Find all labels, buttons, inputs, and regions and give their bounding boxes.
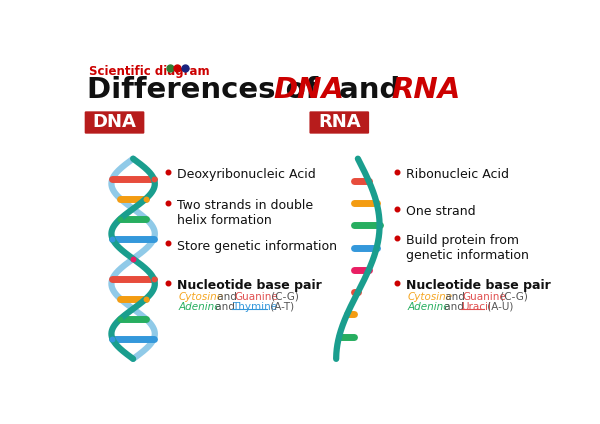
Text: Deoxyribonucleic Acid: Deoxyribonucleic Acid: [178, 168, 316, 181]
Text: Guanine: Guanine: [463, 292, 506, 302]
Text: Nucleotide base pair: Nucleotide base pair: [406, 279, 551, 292]
Text: Adenine: Adenine: [179, 302, 221, 312]
Text: (C-G): (C-G): [268, 292, 299, 302]
Text: Store genetic information: Store genetic information: [178, 240, 337, 253]
Text: DNA: DNA: [274, 76, 344, 104]
Text: Differences of: Differences of: [86, 76, 328, 104]
FancyBboxPatch shape: [85, 112, 145, 134]
Text: One strand: One strand: [406, 205, 476, 218]
Text: Uracil: Uracil: [461, 302, 491, 312]
Text: (A-T): (A-T): [267, 302, 294, 312]
Text: Build protein from
genetic information: Build protein from genetic information: [406, 234, 529, 262]
Text: RNA: RNA: [392, 76, 461, 104]
Text: Two strands in double
helix formation: Two strands in double helix formation: [178, 199, 313, 228]
Text: DNA: DNA: [92, 114, 136, 131]
Text: Nucleotide base pair: Nucleotide base pair: [178, 279, 322, 292]
Text: RNA: RNA: [318, 114, 361, 131]
Text: Ribonucleic Acid: Ribonucleic Acid: [406, 168, 509, 181]
Text: and: and: [212, 302, 238, 312]
Text: Cytosine: Cytosine: [179, 292, 224, 302]
FancyBboxPatch shape: [310, 112, 369, 134]
Text: and: and: [329, 76, 410, 104]
Text: Guanine: Guanine: [234, 292, 278, 302]
Text: Cytosine: Cytosine: [407, 292, 452, 302]
Text: Scientific diagram: Scientific diagram: [89, 65, 209, 78]
Text: and: and: [440, 302, 467, 312]
Text: Thymine: Thymine: [232, 302, 277, 312]
Text: (A-U): (A-U): [484, 302, 514, 312]
Text: and: and: [214, 292, 240, 302]
Text: and: and: [442, 292, 469, 302]
Text: (C-G): (C-G): [497, 292, 527, 302]
Text: Adenine: Adenine: [407, 302, 450, 312]
